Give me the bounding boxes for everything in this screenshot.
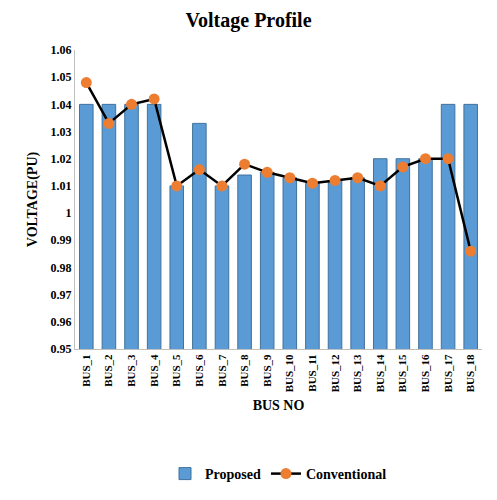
svg-text:BUS_2: BUS_2 <box>102 354 114 387</box>
svg-text:BUS_5: BUS_5 <box>170 354 182 387</box>
svg-text:BUS_13: BUS_13 <box>351 354 363 392</box>
svg-text:BUS_4: BUS_4 <box>148 354 160 387</box>
svg-text:0.99: 0.99 <box>51 233 72 247</box>
svg-text:BUS_15: BUS_15 <box>396 354 408 392</box>
svg-text:Voltage Profile: Voltage Profile <box>185 9 311 32</box>
svg-text:1.04: 1.04 <box>51 98 72 112</box>
svg-text:Proposed: Proposed <box>205 467 261 482</box>
svg-text:1: 1 <box>66 206 72 220</box>
svg-text:VOLTAGE(PU): VOLTAGE(PU) <box>25 151 41 247</box>
svg-text:1.01: 1.01 <box>51 179 72 193</box>
svg-text:BUS_7: BUS_7 <box>216 354 228 387</box>
svg-text:BUS_8: BUS_8 <box>238 354 250 387</box>
svg-text:BUS_12: BUS_12 <box>329 354 341 392</box>
svg-text:BUS NO: BUS NO <box>253 398 305 413</box>
svg-text:BUS_16: BUS_16 <box>419 354 431 392</box>
svg-text:BUS_17: BUS_17 <box>442 354 454 392</box>
svg-text:BUS_9: BUS_9 <box>261 354 273 387</box>
svg-text:0.97: 0.97 <box>51 288 72 302</box>
svg-text:BUS_3: BUS_3 <box>125 354 137 387</box>
svg-text:BUS_1: BUS_1 <box>80 354 92 386</box>
svg-text:0.95: 0.95 <box>51 342 72 356</box>
svg-text:Conventional: Conventional <box>306 467 386 482</box>
svg-text:1.05: 1.05 <box>51 70 72 84</box>
svg-text:0.98: 0.98 <box>51 261 72 275</box>
svg-text:1.06: 1.06 <box>51 43 72 57</box>
svg-text:BUS_10: BUS_10 <box>283 354 295 392</box>
svg-text:BUS_11: BUS_11 <box>306 354 318 391</box>
svg-text:0.96: 0.96 <box>51 315 72 329</box>
svg-text:BUS_14: BUS_14 <box>374 354 386 392</box>
svg-text:1.03: 1.03 <box>51 125 72 139</box>
svg-text:BUS_6: BUS_6 <box>193 354 205 387</box>
svg-text:1.02: 1.02 <box>51 152 72 166</box>
svg-text:BUS_18: BUS_18 <box>464 354 476 392</box>
